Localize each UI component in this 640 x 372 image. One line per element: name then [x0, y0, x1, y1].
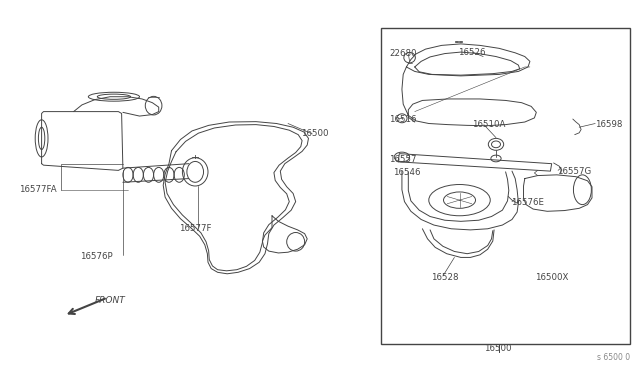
Text: 16598: 16598 [595, 120, 623, 129]
Text: 16576E: 16576E [511, 198, 544, 207]
Text: 16500: 16500 [484, 344, 511, 353]
Bar [381, 28, 630, 344]
Text: 16528: 16528 [431, 273, 458, 282]
Text: 16577FA: 16577FA [19, 185, 57, 194]
Text: 22680: 22680 [389, 49, 417, 58]
Text: 16526: 16526 [458, 48, 485, 57]
Text: 16557: 16557 [389, 155, 417, 164]
Text: 16546: 16546 [393, 169, 420, 177]
Text: 16577F: 16577F [179, 224, 212, 233]
Text: 16557G: 16557G [557, 167, 591, 176]
Text: 16510A: 16510A [472, 120, 506, 129]
Text: 16516: 16516 [389, 115, 417, 124]
Text: FRONT: FRONT [95, 296, 125, 305]
Text: s 6500 0: s 6500 0 [597, 353, 630, 362]
Text: 16500X: 16500X [535, 273, 568, 282]
Text: 16500: 16500 [301, 129, 328, 138]
Text: 16576P: 16576P [80, 252, 113, 261]
